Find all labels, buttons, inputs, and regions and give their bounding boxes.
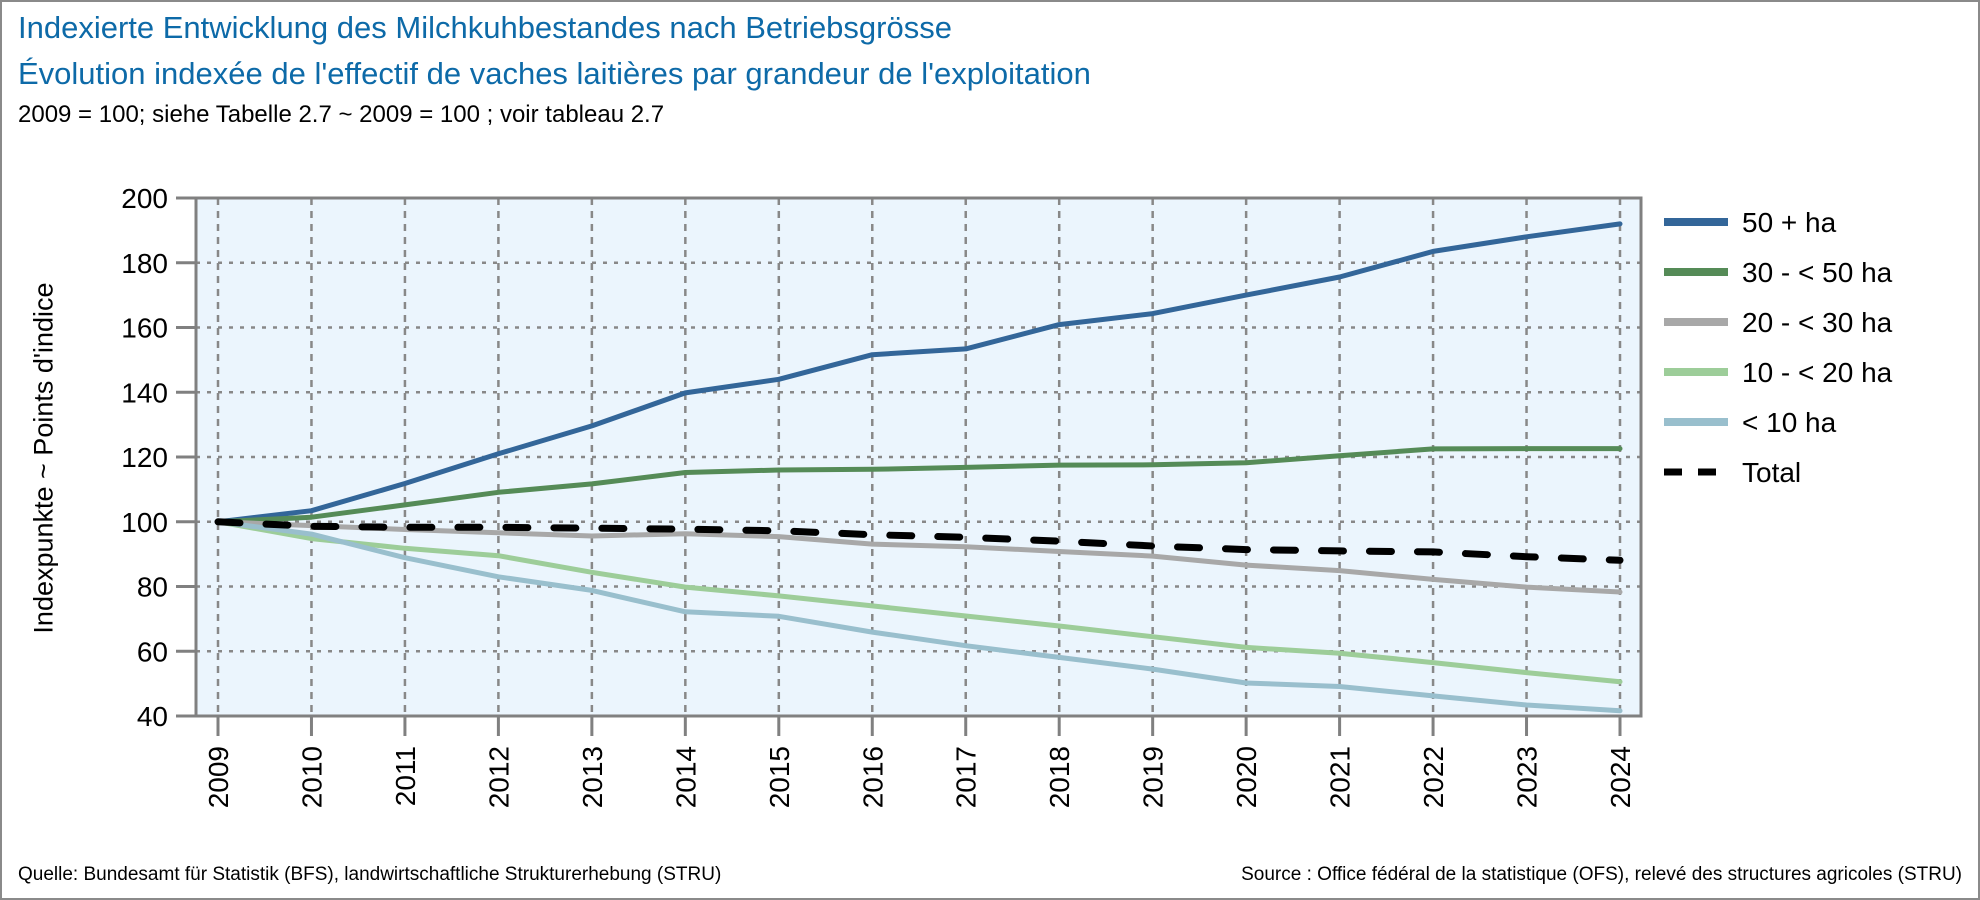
x-tick-label: 2011 xyxy=(390,746,421,806)
series-line-5 xyxy=(214,518,1624,564)
x-tick-label: 2017 xyxy=(951,746,982,808)
x-tick-label: 2022 xyxy=(1418,746,1449,808)
y-tick-label: 160 xyxy=(121,313,168,344)
legend-label: 20 - < 30 ha xyxy=(1742,307,1893,338)
source-fr: Source : Office fédéral de la statistiqu… xyxy=(1241,864,1962,885)
x-tick-label: 2024 xyxy=(1605,746,1636,808)
series-line-0 xyxy=(215,221,1623,525)
chart-title-de: Indexierte Entwicklung des Milchkuhbesta… xyxy=(18,10,952,45)
y-tick-label: 200 xyxy=(121,183,168,214)
y-tick-label: 60 xyxy=(137,636,168,667)
y-tick-label: 100 xyxy=(121,507,168,538)
x-tick-label: 2013 xyxy=(577,746,608,808)
y-tick-label: 80 xyxy=(137,572,168,603)
source-de: Quelle: Bundesamt für Statistik (BFS), l… xyxy=(18,864,722,885)
x-tick-label: 2019 xyxy=(1138,746,1169,808)
x-tick-label: 2020 xyxy=(1231,746,1262,808)
y-tick-label: 40 xyxy=(137,701,168,732)
x-tick-label: 2018 xyxy=(1044,746,1075,808)
x-tick-label: 2010 xyxy=(296,746,327,808)
y-tick-label: 180 xyxy=(121,248,168,279)
x-tick-label: 2016 xyxy=(857,746,888,808)
legend-label: 30 - < 50 ha xyxy=(1742,257,1893,288)
legend-label: 10 - < 20 ha xyxy=(1742,357,1893,388)
x-tick-label: 2014 xyxy=(670,746,701,808)
legend-label: < 10 ha xyxy=(1742,407,1837,438)
legend-label: 50 + ha xyxy=(1742,207,1837,238)
chart-title-fr: Évolution indexée de l'effectif de vache… xyxy=(18,56,1091,91)
series-line-3 xyxy=(215,519,1623,685)
x-tick-label: 2021 xyxy=(1325,746,1356,808)
series-line-2 xyxy=(215,519,1623,595)
series-line-1 xyxy=(215,446,1623,525)
y-tick-label: 120 xyxy=(121,442,168,473)
x-tick-label: 2009 xyxy=(203,746,234,808)
x-tick-label: 2023 xyxy=(1512,746,1543,808)
legend-label: Total xyxy=(1742,457,1801,488)
plot-area xyxy=(196,198,1641,716)
x-tick-label: 2015 xyxy=(764,746,795,808)
y-tick-label: 140 xyxy=(121,377,168,408)
x-tick-label: 2012 xyxy=(483,746,514,808)
series-line-4 xyxy=(215,519,1623,714)
chart-subtitle: 2009 = 100; siehe Tabelle 2.7 ~ 2009 = 1… xyxy=(18,101,665,128)
